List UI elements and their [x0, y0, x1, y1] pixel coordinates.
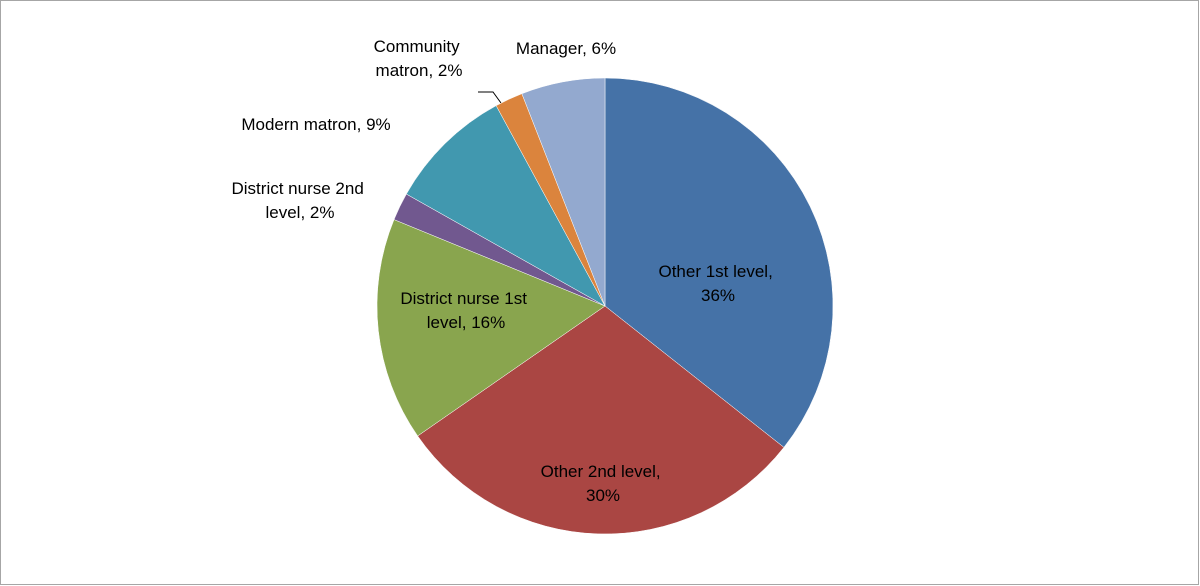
pie-slice	[521, 77, 606, 307]
pie-slice	[417, 305, 785, 535]
data-label: Other 1st level, 36%	[658, 262, 777, 305]
pie-slice	[406, 105, 606, 307]
leader-line	[478, 91, 502, 104]
pie-slice	[604, 77, 834, 448]
data-label: Manager, 6%	[516, 39, 616, 58]
data-label: District nurse 2nd level, 2%	[232, 179, 369, 222]
data-label: Community matron, 2%	[374, 37, 465, 80]
data-label: Other 2nd level, 30%	[541, 462, 666, 505]
pie-slice	[376, 219, 606, 437]
data-label: Modern matron, 9%	[241, 115, 390, 134]
data-label: District nurse 1st level, 16%	[400, 289, 531, 332]
